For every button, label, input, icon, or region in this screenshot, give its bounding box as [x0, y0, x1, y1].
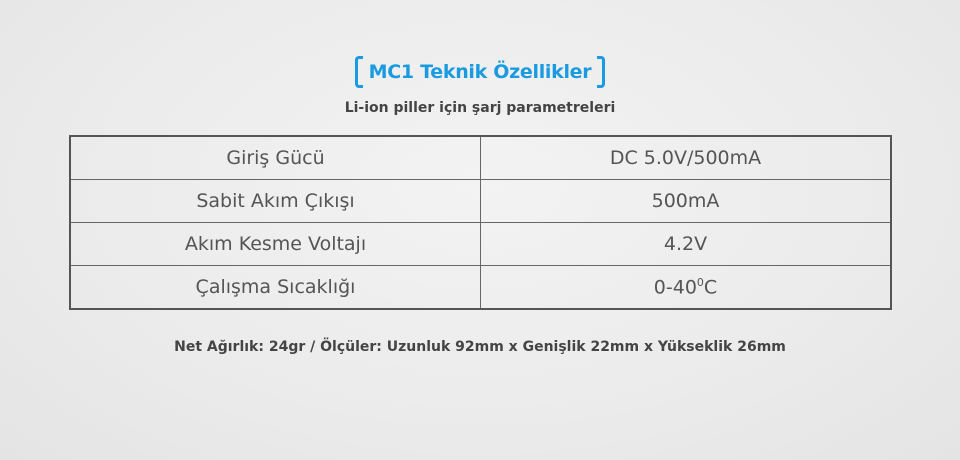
page-title: MC1 Teknik Özellikler — [0, 56, 960, 92]
spec-label: Sabit Akım Çıkışı — [69, 179, 481, 223]
spec-table: Giriş Gücü DC 5.0V/500mA Sabit Akım Çıkı… — [69, 135, 892, 310]
table-row: Giriş Gücü DC 5.0V/500mA — [69, 135, 892, 180]
degree-mark: 0 — [696, 275, 704, 289]
title-text: MC1 Teknik Özellikler — [368, 61, 592, 83]
temp-unit: C — [703, 276, 718, 299]
spec-label: Akım Kesme Voltajı — [69, 222, 481, 266]
right-bracket-icon — [597, 56, 606, 88]
spec-value: 500mA — [480, 179, 892, 223]
spec-value: DC 5.0V/500mA — [480, 135, 892, 180]
temp-range: 0-40 — [653, 276, 697, 299]
table-row: Akım Kesme Voltajı 4.2V — [69, 222, 892, 266]
dimensions-footer: Net Ağırlık: 24gr / Ölçüler: Uzunluk 92m… — [174, 339, 786, 355]
table-row: Çalışma Sıcaklığı 0-400C — [69, 265, 892, 310]
subtitle: Li-ion piller için şarj parametreleri — [344, 100, 616, 116]
spec-label: Giriş Gücü — [69, 135, 481, 180]
spec-value: 4.2V — [480, 222, 892, 266]
spec-value: 0-400C — [480, 265, 892, 310]
table-row: Sabit Akım Çıkışı 500mA — [69, 179, 892, 223]
spec-label: Çalışma Sıcaklığı — [69, 265, 481, 310]
left-bracket-icon — [354, 56, 363, 88]
